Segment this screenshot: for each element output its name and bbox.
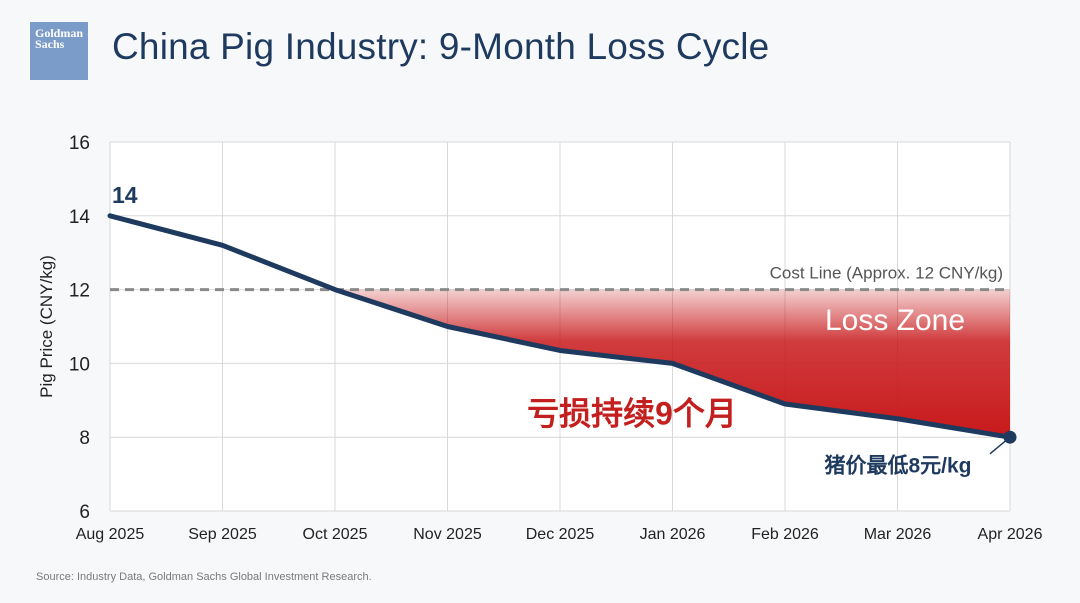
x-tick-label: Feb 2026 xyxy=(751,526,819,543)
start-value-label: 14 xyxy=(112,182,138,208)
x-tick-label: Apr 2026 xyxy=(978,526,1043,543)
x-tick-label: Nov 2025 xyxy=(413,526,482,543)
x-tick-label: Dec 2025 xyxy=(526,526,595,543)
logo-line-2: Sachs xyxy=(35,37,65,51)
y-tick-label: 6 xyxy=(79,502,90,523)
low-point-leader xyxy=(989,436,1011,455)
y-tick-label: 8 xyxy=(79,428,90,449)
loss-duration-label: 亏损持续9个月 xyxy=(527,395,737,431)
y-tick-label: 14 xyxy=(69,207,91,228)
y-axis-label: Pig Price (CNY/kg) xyxy=(37,255,56,398)
x-tick-label: Sep 2025 xyxy=(188,526,257,543)
x-tick-label: Aug 2025 xyxy=(76,526,145,543)
loss-zone-label: Loss Zone xyxy=(825,304,965,337)
x-tick-label: Jan 2026 xyxy=(640,526,706,543)
x-tick-label: Mar 2026 xyxy=(864,526,932,543)
y-tick-label: 16 xyxy=(69,133,90,154)
low-price-label: 猪价最低8元/kg xyxy=(823,453,971,477)
y-tick-label: 10 xyxy=(69,354,90,375)
page-title: China Pig Industry: 9-Month Loss Cycle xyxy=(112,26,770,67)
logo-line-1: Goldman xyxy=(35,26,84,40)
x-tick-label: Oct 2025 xyxy=(303,526,368,543)
y-tick-label: 12 xyxy=(69,281,90,302)
goldman-sachs-logo: Goldman Sachs xyxy=(30,22,88,80)
cost-line-label: Cost Line (Approx. 12 CNY/kg) xyxy=(770,264,1003,283)
loss-zone-area xyxy=(335,289,1010,438)
source-note: Source: Industry Data, Goldman Sachs Glo… xyxy=(36,571,372,583)
